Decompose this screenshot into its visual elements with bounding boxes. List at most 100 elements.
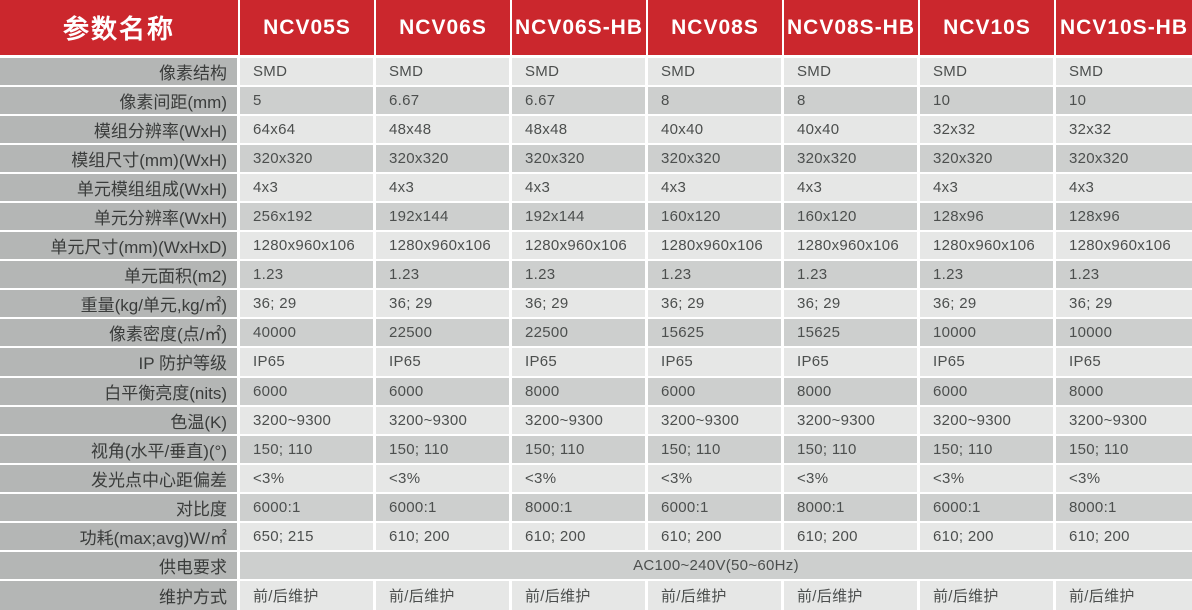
spec-value: 3200~9300 xyxy=(1056,406,1192,436)
spec-row: 维护方式 前/后维护 前/后维护 前/后维护 前/后维护 前/后维护 前/后维护 前/后维护 xyxy=(0,580,1192,610)
spec-value: 8000 xyxy=(784,377,920,407)
row-label: 维护方式 xyxy=(0,580,240,610)
spec-value: 6.67 xyxy=(376,87,512,117)
spec-value: 15625 xyxy=(784,319,920,349)
column-header-ncv10s-hb: NCV10S-HB xyxy=(1056,0,1192,58)
spec-value: 3200~9300 xyxy=(784,406,920,436)
spec-row: 视角(水平/垂直)(°) 150; 110 150; 110 150; 110 150;… xyxy=(0,435,1192,465)
column-header-ncv06s: NCV06S xyxy=(376,0,512,58)
spec-value: IP65 xyxy=(1056,348,1192,378)
spec-value: 36; 29 xyxy=(240,290,376,320)
spec-value: 40x40 xyxy=(784,116,920,146)
spec-value: IP65 xyxy=(512,348,648,378)
spec-value: 1280x960x106 xyxy=(648,232,784,262)
spec-value: 160x120 xyxy=(784,203,920,233)
row-label: 像素结构 xyxy=(0,58,240,88)
spec-value: 15625 xyxy=(648,319,784,349)
spec-value: 128x96 xyxy=(920,203,1056,233)
spec-value: 320x320 xyxy=(512,145,648,175)
spec-row: 单元模组组成(WxH) 4x3 4x3 4x3 4x3 4x3 4x3 4x3 xyxy=(0,174,1192,204)
spec-value: 32x32 xyxy=(1056,116,1192,146)
spec-row: 色温(K) 3200~9300 3200~9300 3200~9300 3200~930… xyxy=(0,406,1192,436)
spec-value: IP65 xyxy=(376,348,512,378)
spec-value: 36; 29 xyxy=(1056,290,1192,320)
spec-value: 1280x960x106 xyxy=(376,232,512,262)
spec-value: 36; 29 xyxy=(920,290,1056,320)
header-row: 参数名称 NCV05S NCV06S NCV06S-HB NCV08S NCV0… xyxy=(0,0,1192,58)
spec-value: 650; 215 xyxy=(240,522,376,552)
spec-value: 前/后维护 xyxy=(1056,580,1192,610)
spec-value: 4x3 xyxy=(1056,174,1192,204)
row-label: 对比度 xyxy=(0,493,240,523)
spec-table-body: 像素结构 SMD SMD SMD SMD SMD SMD SMD 像素间距(mm) 5 6.67 6.… xyxy=(0,58,1192,610)
spec-value: 8 xyxy=(648,87,784,117)
spec-value: 150; 110 xyxy=(240,435,376,465)
spec-value: 前/后维护 xyxy=(784,580,920,610)
spec-value: IP65 xyxy=(784,348,920,378)
spec-value: 10 xyxy=(920,87,1056,117)
spec-value: 4x3 xyxy=(240,174,376,204)
spec-value: 前/后维护 xyxy=(512,580,648,610)
row-label: 重量(kg/单元,kg/㎡) xyxy=(0,290,240,320)
spec-value: 1280x960x106 xyxy=(784,232,920,262)
spec-value: <3% xyxy=(648,464,784,494)
spec-value: 150; 110 xyxy=(1056,435,1192,465)
spec-value: 150; 110 xyxy=(784,435,920,465)
spec-value: 5 xyxy=(240,87,376,117)
spec-row: 模组尺寸(mm)(WxH) 320x320 320x320 320x320 320x32… xyxy=(0,145,1192,175)
spec-value: SMD xyxy=(240,58,376,88)
spec-value: 150; 110 xyxy=(648,435,784,465)
spec-value: 3200~9300 xyxy=(512,406,648,436)
spec-value: 610; 200 xyxy=(648,522,784,552)
spec-value: 192x144 xyxy=(376,203,512,233)
spec-value: SMD xyxy=(784,58,920,88)
column-header-ncv05s: NCV05S xyxy=(240,0,376,58)
spec-value: <3% xyxy=(512,464,648,494)
spec-value: 前/后维护 xyxy=(376,580,512,610)
spec-row: 模组分辨率(WxH) 64x64 48x48 48x48 40x40 40x40 32x32… xyxy=(0,116,1192,146)
column-header-ncv06s-hb: NCV06S-HB xyxy=(512,0,648,58)
spec-value: 610; 200 xyxy=(1056,522,1192,552)
spec-value: 128x96 xyxy=(1056,203,1192,233)
spec-row: 重量(kg/单元,kg/㎡) 36; 29 36; 29 36; 29 36; 29 36… xyxy=(0,290,1192,320)
spec-value: 320x320 xyxy=(376,145,512,175)
spec-value: 6000:1 xyxy=(648,493,784,523)
row-label: 单元模组组成(WxH) xyxy=(0,174,240,204)
spec-value: <3% xyxy=(1056,464,1192,494)
spec-row: 单元面积(m2) 1.23 1.23 1.23 1.23 1.23 1.23 1.23 xyxy=(0,261,1192,291)
spec-value: 10000 xyxy=(920,319,1056,349)
spec-value: 10 xyxy=(1056,87,1192,117)
row-label: 发光点中心距偏差 xyxy=(0,464,240,494)
spec-value: SMD xyxy=(512,58,648,88)
spec-value: 1.23 xyxy=(240,261,376,291)
spec-value: 320x320 xyxy=(648,145,784,175)
spec-value: 前/后维护 xyxy=(920,580,1056,610)
spec-value: 8000 xyxy=(1056,377,1192,407)
row-label: 模组分辨率(WxH) xyxy=(0,116,240,146)
spec-value: IP65 xyxy=(648,348,784,378)
row-label: 白平衡亮度(nits) xyxy=(0,377,240,407)
row-label: 模组尺寸(mm)(WxH) xyxy=(0,145,240,175)
power-supply-value: AC100~240V(50~60Hz) xyxy=(240,551,1192,581)
spec-value: 6000 xyxy=(240,377,376,407)
spec-value: 8 xyxy=(784,87,920,117)
spec-value: 36; 29 xyxy=(512,290,648,320)
spec-value: 1280x960x106 xyxy=(240,232,376,262)
spec-row: 发光点中心距偏差 <3% <3% <3% <3% <3% <3% <3% xyxy=(0,464,1192,494)
spec-value: 48x48 xyxy=(376,116,512,146)
row-label: 色温(K) xyxy=(0,406,240,436)
param-name-header: 参数名称 xyxy=(0,0,240,58)
spec-value: 6.67 xyxy=(512,87,648,117)
spec-row: IP 防护等级 IP65 IP65 IP65 IP65 IP65 IP65 IP65 xyxy=(0,348,1192,378)
spec-value: 1.23 xyxy=(1056,261,1192,291)
spec-value: 3200~9300 xyxy=(376,406,512,436)
spec-value: 前/后维护 xyxy=(240,580,376,610)
row-label: 视角(水平/垂直)(°) xyxy=(0,435,240,465)
spec-value: 前/后维护 xyxy=(648,580,784,610)
row-label: 单元尺寸(mm)(WxHxD) xyxy=(0,232,240,262)
spec-value: 48x48 xyxy=(512,116,648,146)
spec-row: 白平衡亮度(nits) 6000 6000 8000 6000 8000 6000 8000 xyxy=(0,377,1192,407)
spec-value: 4x3 xyxy=(920,174,1056,204)
spec-value: 320x320 xyxy=(1056,145,1192,175)
